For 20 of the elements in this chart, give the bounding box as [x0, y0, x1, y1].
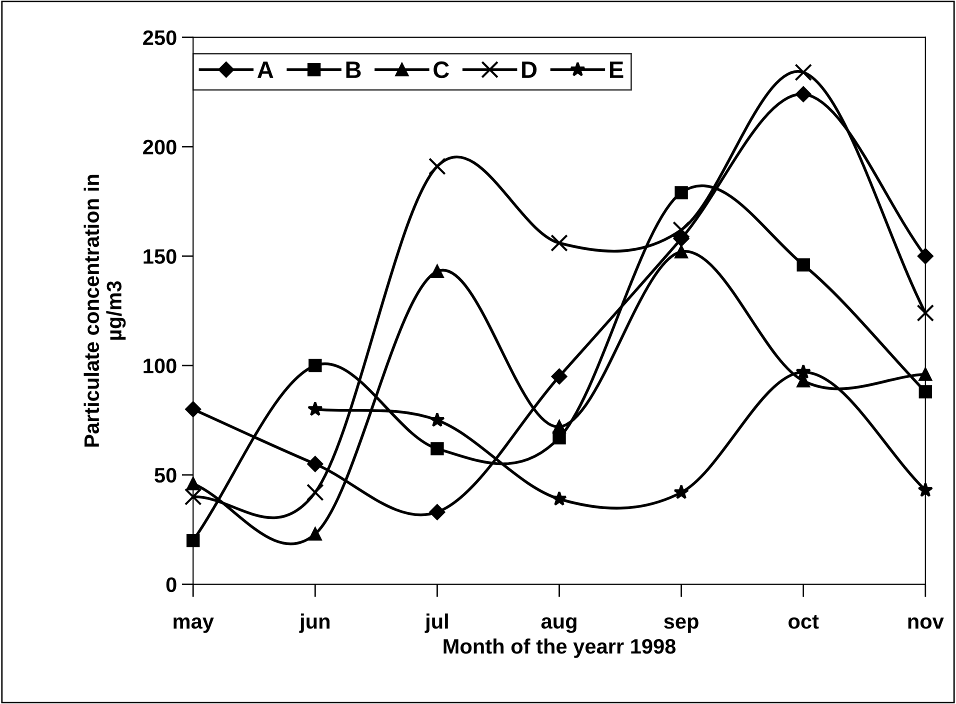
legend-label: B — [346, 62, 361, 78]
y-tick-label: 200 — [143, 140, 176, 154]
y-axis-title: Particulate concentration in µg/m3 — [84, 174, 126, 447]
x-tick-label: may — [174, 617, 214, 633]
legend-label: C — [434, 61, 450, 78]
y-tick-label: 100 — [144, 358, 176, 374]
x-tick-label: sep — [664, 617, 698, 633]
legend-label: A — [257, 62, 274, 78]
legend-label: E — [610, 62, 624, 78]
legend-label: D — [522, 62, 537, 78]
y-tick-label: 50 — [154, 468, 176, 483]
y-tick-label: 0 — [166, 577, 176, 592]
y-tick-label: 150 — [144, 249, 176, 264]
x-tick-label: oct — [788, 614, 819, 629]
x-tick-label: jul — [424, 613, 448, 633]
x-tick-label: jun — [299, 613, 330, 633]
x-tick-label: aug — [541, 617, 576, 633]
y-tick-label: 250 — [143, 30, 176, 46]
x-axis-title: Month of the yearr 1998 — [444, 638, 676, 658]
x-tick-label: nov — [908, 617, 944, 629]
